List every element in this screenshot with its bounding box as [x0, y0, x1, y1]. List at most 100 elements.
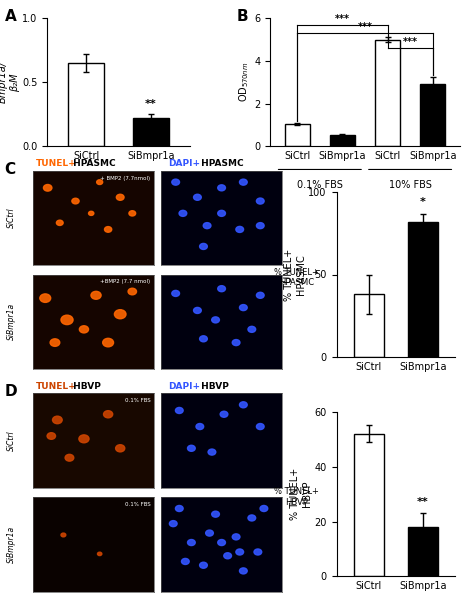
Text: SiBmpr1a: SiBmpr1a	[8, 526, 16, 563]
Circle shape	[89, 211, 94, 215]
Text: C: C	[5, 162, 16, 177]
Text: SiCtrl: SiCtrl	[8, 431, 16, 451]
Circle shape	[103, 411, 113, 418]
Text: *: *	[420, 197, 426, 207]
Text: SiBmpr1a: SiBmpr1a	[8, 303, 16, 340]
Circle shape	[103, 339, 114, 347]
Text: SiCtrl: SiCtrl	[8, 208, 16, 228]
Circle shape	[248, 326, 255, 332]
Circle shape	[116, 445, 125, 452]
Circle shape	[239, 304, 247, 310]
Circle shape	[220, 411, 228, 417]
Circle shape	[232, 534, 240, 540]
Circle shape	[114, 310, 126, 319]
Circle shape	[254, 549, 262, 555]
Circle shape	[169, 520, 177, 526]
Circle shape	[203, 223, 211, 229]
Text: ***: ***	[335, 13, 350, 24]
Text: % TUNEL+
HPASMC: % TUNEL+ HPASMC	[274, 268, 319, 287]
Circle shape	[193, 194, 201, 200]
Circle shape	[232, 340, 240, 346]
Text: TUNEL+: TUNEL+	[36, 382, 76, 391]
Circle shape	[179, 210, 187, 217]
Bar	[68, 63, 104, 146]
Y-axis label: Bmpr1a/
β₂M: Bmpr1a/ β₂M	[0, 62, 19, 103]
Circle shape	[256, 198, 264, 204]
Text: HPASMC: HPASMC	[198, 159, 244, 168]
Circle shape	[97, 180, 103, 184]
Text: 0.1% FBS: 0.1% FBS	[125, 502, 150, 507]
Circle shape	[40, 294, 51, 303]
Text: D: D	[5, 384, 18, 400]
Circle shape	[172, 179, 180, 185]
Circle shape	[208, 449, 216, 455]
Bar	[285, 124, 310, 146]
Circle shape	[65, 454, 74, 461]
Circle shape	[104, 226, 112, 232]
Circle shape	[206, 530, 213, 536]
Circle shape	[91, 292, 101, 300]
Circle shape	[260, 506, 268, 512]
Text: ***: ***	[357, 22, 373, 32]
Circle shape	[200, 243, 207, 249]
Text: A: A	[5, 9, 17, 24]
Text: **: **	[417, 497, 428, 507]
Bar	[375, 40, 400, 146]
Y-axis label: % TUNEL+
HBVP: % TUNEL+ HBVP	[290, 468, 312, 520]
Text: DAPI+: DAPI+	[168, 382, 201, 391]
Circle shape	[212, 511, 219, 517]
Bar	[408, 222, 438, 357]
Bar	[354, 434, 383, 576]
Circle shape	[182, 558, 189, 564]
Circle shape	[50, 339, 60, 346]
Circle shape	[239, 402, 247, 408]
Text: TUNEL+: TUNEL+	[36, 159, 76, 168]
Circle shape	[98, 552, 102, 556]
Circle shape	[53, 416, 62, 424]
Text: + BMP2 (7.7nmol): + BMP2 (7.7nmol)	[100, 176, 150, 181]
Circle shape	[128, 288, 137, 295]
Circle shape	[256, 223, 264, 229]
Circle shape	[193, 307, 201, 314]
Text: HPASMC: HPASMC	[70, 159, 116, 168]
Text: ***: ***	[402, 37, 418, 47]
Text: HBVP: HBVP	[198, 382, 229, 391]
Circle shape	[79, 326, 89, 333]
Circle shape	[175, 407, 183, 414]
Circle shape	[61, 533, 66, 537]
Circle shape	[188, 445, 195, 451]
Circle shape	[200, 562, 207, 569]
Circle shape	[44, 184, 52, 191]
Circle shape	[212, 317, 219, 323]
Y-axis label: OD$_{570nm}$: OD$_{570nm}$	[237, 62, 251, 102]
Circle shape	[218, 539, 226, 545]
Circle shape	[239, 568, 247, 574]
Text: B: B	[237, 9, 249, 24]
Bar	[420, 85, 445, 146]
Text: +BMP2 (7.7 nmol): +BMP2 (7.7 nmol)	[100, 279, 150, 284]
Circle shape	[172, 290, 180, 296]
Text: DAPI+: DAPI+	[168, 159, 201, 168]
Bar	[330, 135, 355, 146]
Circle shape	[196, 423, 204, 429]
Circle shape	[236, 549, 244, 555]
Circle shape	[236, 226, 244, 232]
Bar	[354, 294, 383, 357]
Circle shape	[248, 515, 255, 521]
Text: HBVP: HBVP	[70, 382, 101, 391]
Text: % TUNEL+
HBVP: % TUNEL+ HBVP	[274, 487, 319, 507]
Bar	[133, 118, 169, 146]
Circle shape	[175, 506, 183, 512]
Circle shape	[47, 432, 55, 439]
Circle shape	[224, 553, 231, 559]
Text: 10% FBS: 10% FBS	[389, 180, 431, 190]
Bar	[408, 527, 438, 576]
Circle shape	[256, 423, 264, 429]
Circle shape	[129, 210, 136, 216]
Text: 0.1% FBS: 0.1% FBS	[125, 398, 150, 403]
Circle shape	[56, 220, 63, 226]
Circle shape	[256, 292, 264, 298]
Circle shape	[218, 185, 226, 191]
Circle shape	[72, 198, 79, 204]
Text: 0.1% FBS: 0.1% FBS	[297, 180, 343, 190]
